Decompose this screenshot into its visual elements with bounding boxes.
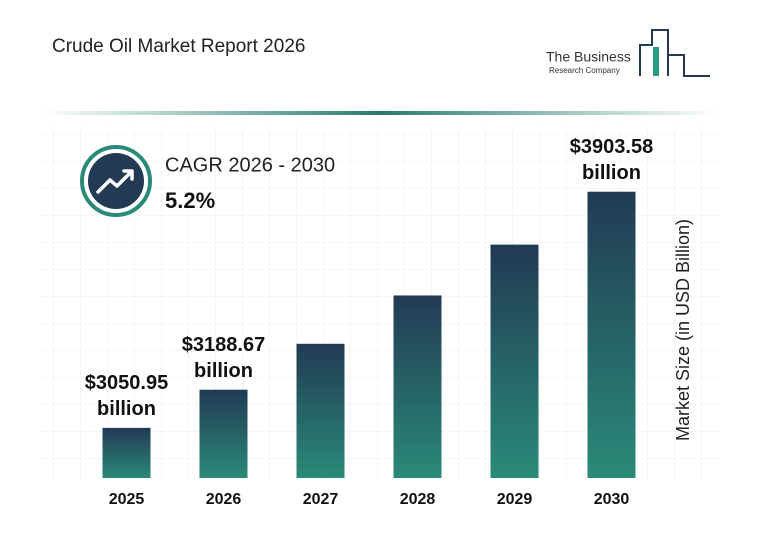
x-tick-label: 2025: [109, 491, 145, 508]
value-label: $3188.67 billion: [181, 333, 266, 382]
cagr-value: 5.2%: [165, 188, 215, 213]
x-tick-label: 2029: [497, 491, 533, 508]
cagr-icon: [80, 145, 152, 217]
bar: [490, 244, 539, 478]
title: Crude Oil Market Report 2026: [52, 36, 305, 57]
bar: [393, 295, 442, 478]
y-axis-label: Market Size (in USD Billion): [673, 219, 693, 441]
bar: [587, 191, 636, 478]
value-label: $3903.58 billion: [569, 135, 654, 184]
bar: [199, 389, 248, 478]
value-label: $3050.95 billion: [84, 371, 169, 420]
bar: [296, 343, 345, 478]
x-tick-label: 2026: [206, 491, 242, 508]
x-tick-label: 2027: [303, 491, 339, 508]
x-tick-label: 2030: [594, 491, 630, 508]
logo-subtext: Research Company: [549, 66, 620, 75]
logo-text: The Business: [546, 49, 631, 65]
x-tick-label: 2028: [400, 491, 436, 508]
logo: The Business Research Company: [546, 29, 710, 77]
divider: [40, 111, 720, 115]
bar: [102, 427, 151, 478]
cagr-label: CAGR 2026 - 2030: [165, 154, 335, 176]
